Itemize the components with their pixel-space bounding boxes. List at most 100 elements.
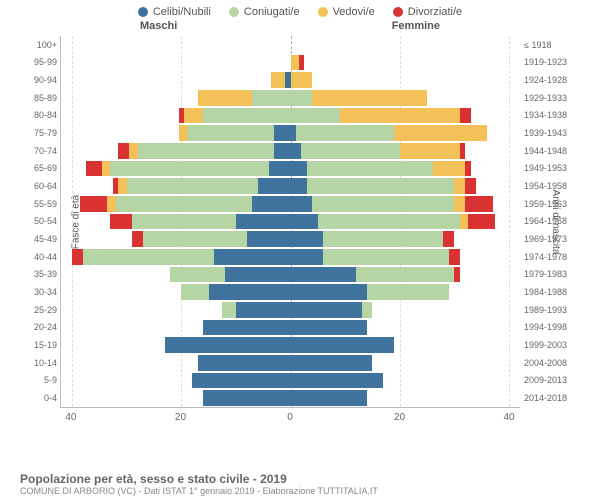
female-bar <box>291 249 521 265</box>
bar-group <box>61 108 520 124</box>
segment <box>394 125 487 141</box>
age-label: 55-59 <box>23 199 57 209</box>
segment <box>454 267 459 283</box>
segment <box>400 143 460 159</box>
female-bar <box>291 72 521 88</box>
bar-group <box>61 390 520 406</box>
age-label: 40-44 <box>23 252 57 262</box>
age-label: 45-49 <box>23 234 57 244</box>
segment <box>291 90 313 106</box>
segment <box>356 267 454 283</box>
legend-label: Celibi/Nubili <box>153 6 211 18</box>
bar-group <box>61 196 520 212</box>
segment <box>252 196 290 212</box>
female-bar <box>291 178 521 194</box>
segment <box>465 178 476 194</box>
bar-group <box>61 55 520 71</box>
segment <box>465 196 492 212</box>
segment <box>225 267 291 283</box>
segment <box>362 302 373 318</box>
bar-group <box>61 337 520 353</box>
bar-group <box>61 125 520 141</box>
male-bar <box>61 125 291 141</box>
age-row: 50-541964-1968 <box>61 213 520 231</box>
female-bar <box>291 267 521 283</box>
birth-label: 1959-1963 <box>524 199 578 209</box>
segment <box>165 337 291 353</box>
segment <box>214 249 290 265</box>
segment <box>236 214 291 230</box>
age-label: 35-39 <box>23 269 57 279</box>
segment <box>203 390 290 406</box>
segment <box>460 214 468 230</box>
segment <box>323 249 449 265</box>
male-bar <box>61 214 291 230</box>
bar-group <box>61 161 520 177</box>
segment <box>312 196 454 212</box>
segment <box>291 320 367 336</box>
segment <box>247 231 291 247</box>
male-bar <box>61 178 291 194</box>
segment <box>102 161 110 177</box>
age-label: 15-19 <box>23 340 57 350</box>
segment <box>138 143 275 159</box>
bar-group <box>61 214 520 230</box>
segment <box>198 355 291 371</box>
legend-item-0: Celibi/Nubili <box>138 6 211 18</box>
female-bar <box>291 337 521 353</box>
segment <box>460 143 465 159</box>
age-row: 35-391979-1983 <box>61 266 520 284</box>
age-label: 5-9 <box>23 375 57 385</box>
legend-swatch <box>138 7 148 17</box>
segment <box>192 373 290 389</box>
segment <box>454 196 465 212</box>
segment <box>132 231 143 247</box>
segment <box>269 161 291 177</box>
segment <box>236 302 291 318</box>
segment <box>129 143 137 159</box>
segment <box>86 161 102 177</box>
female-bar <box>291 143 521 159</box>
segment <box>318 214 460 230</box>
segment <box>449 249 460 265</box>
segment <box>443 231 454 247</box>
age-label: 50-54 <box>23 216 57 226</box>
birth-label: 1974-1978 <box>524 252 578 262</box>
segment <box>143 231 247 247</box>
female-bar <box>291 284 521 300</box>
age-label: 80-84 <box>23 110 57 120</box>
segment <box>291 267 357 283</box>
legend-item-3: Divorziati/e <box>393 6 462 18</box>
male-bar <box>61 161 291 177</box>
segment <box>465 161 470 177</box>
male-bar <box>61 196 291 212</box>
segment <box>367 284 449 300</box>
segment <box>460 108 471 124</box>
segment <box>291 108 340 124</box>
age-row: 100+≤ 1918 <box>61 36 520 54</box>
plot-area: Fasce di età Anni di nascita 100+≤ 19189… <box>60 36 520 408</box>
segment <box>203 320 290 336</box>
age-row: 65-691949-1953 <box>61 160 520 178</box>
segment <box>291 373 384 389</box>
age-label: 90-94 <box>23 75 57 85</box>
legend-label: Vedovi/e <box>333 6 375 18</box>
segment <box>179 125 187 141</box>
age-row: 75-791939-1943 <box>61 124 520 142</box>
legend-swatch <box>393 7 403 17</box>
x-tick: 20 <box>175 412 186 423</box>
birth-label: 1969-1973 <box>524 234 578 244</box>
age-label: 60-64 <box>23 181 57 191</box>
segment <box>258 178 291 194</box>
segment <box>187 125 274 141</box>
birth-label: 1919-1923 <box>524 57 578 67</box>
segment <box>198 90 253 106</box>
population-pyramid: Fasce di età Anni di nascita 100+≤ 19189… <box>20 36 580 436</box>
age-row: 25-291989-1993 <box>61 301 520 319</box>
birth-label: 1949-1953 <box>524 163 578 173</box>
segment <box>296 125 394 141</box>
bar-group <box>61 267 520 283</box>
bar-group <box>61 178 520 194</box>
birth-label: 1999-2003 <box>524 340 578 350</box>
age-label: 65-69 <box>23 163 57 173</box>
